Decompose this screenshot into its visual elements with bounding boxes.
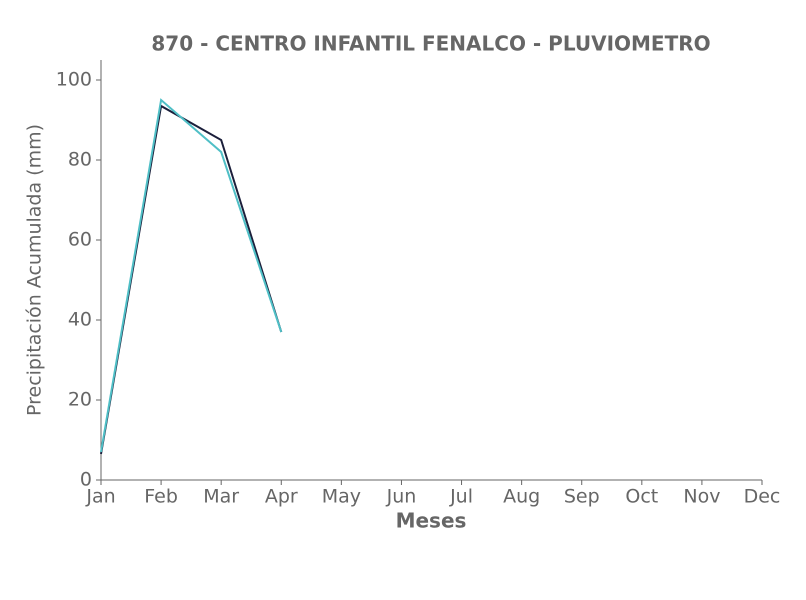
x-tick-label: Jun: [386, 486, 417, 508]
y-tick-label: 20: [68, 389, 92, 411]
y-tick-label: 60: [68, 229, 92, 251]
x-tick-label: Apr: [265, 486, 298, 508]
x-tick-label: Jan: [85, 486, 115, 508]
x-tick-label: Mar: [203, 486, 239, 508]
y-tick-label: 0: [80, 469, 92, 491]
line-series: [100, 104, 283, 455]
x-tick-label: Aug: [503, 486, 540, 508]
x-tick-label: Sep: [564, 486, 600, 508]
x-tick-label: May: [322, 486, 361, 508]
x-axis-label: Meses: [396, 509, 467, 533]
x-tick-label: Oct: [625, 486, 658, 508]
line-series: [100, 98, 283, 453]
y-axis-label: Precipitación Acumulada (mm): [24, 124, 46, 416]
y-tick-label: 80: [68, 149, 92, 171]
chart-title: 870 - CENTRO INFANTIL FENALCO - PLUVIOME…: [151, 32, 710, 56]
x-tick-label: Jul: [449, 486, 473, 508]
y-tick-label: 100: [56, 69, 92, 91]
x-tick-label: Nov: [683, 486, 720, 508]
x-tick-label: Dec: [744, 486, 781, 508]
x-tick-label: Feb: [144, 486, 178, 508]
y-tick-label: 40: [68, 309, 92, 331]
